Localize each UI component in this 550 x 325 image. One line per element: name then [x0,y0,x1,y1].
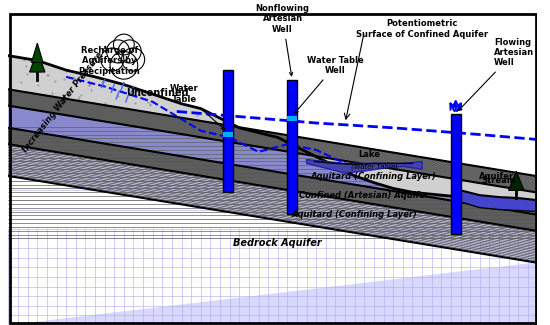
Text: Aquitard (Confining Layer): Aquitard (Confining Layer) [311,172,437,181]
Text: Water
Table: Water Table [170,84,225,130]
Circle shape [110,51,138,79]
Text: Increasing Water Pressure →: Increasing Water Pressure → [21,43,111,154]
Text: Flowing
Artesian
Well: Flowing Artesian Well [459,37,534,111]
Circle shape [101,48,124,71]
Polygon shape [8,106,536,214]
Polygon shape [31,43,43,62]
Bar [288,80,297,214]
Text: Lake: Lake [358,150,380,159]
Polygon shape [8,56,536,202]
Bar [223,70,233,192]
Text: Bedrock Aquifer: Bedrock Aquifer [233,238,322,248]
Circle shape [118,40,141,63]
Polygon shape [460,190,536,212]
Text: Water Table
Well: Water Table Well [295,56,364,113]
Circle shape [107,40,130,63]
Polygon shape [8,89,536,192]
Polygon shape [509,171,524,190]
Text: (Water Table): (Water Table) [350,163,398,170]
Bar [451,114,460,234]
Bar [288,116,297,121]
Circle shape [122,48,145,71]
Text: Confined (Artesian) Aquifer: Confined (Artesian) Aquifer [299,191,430,200]
Polygon shape [8,128,536,231]
Polygon shape [306,160,422,173]
Polygon shape [30,51,45,72]
Text: Potentiometric
Surface of Confined Aquifer: Potentiometric Surface of Confined Aquif… [356,19,488,39]
Circle shape [113,34,134,55]
Polygon shape [8,12,536,202]
Text: Recharge of
Aquifers by
Precipitation: Recharge of Aquifers by Precipitation [79,46,140,76]
Bar [223,132,233,137]
Text: Aquitard (Confining Layer): Aquitard (Confining Layer) [292,210,417,219]
Text: Stream: Stream [482,176,516,185]
Text: Nonflowing
Artesian
Well: Nonflowing Artesian Well [256,4,310,76]
Text: Unconfined: Unconfined [126,88,189,98]
Text: Aquifer: Aquifer [480,172,515,181]
Polygon shape [8,144,536,325]
